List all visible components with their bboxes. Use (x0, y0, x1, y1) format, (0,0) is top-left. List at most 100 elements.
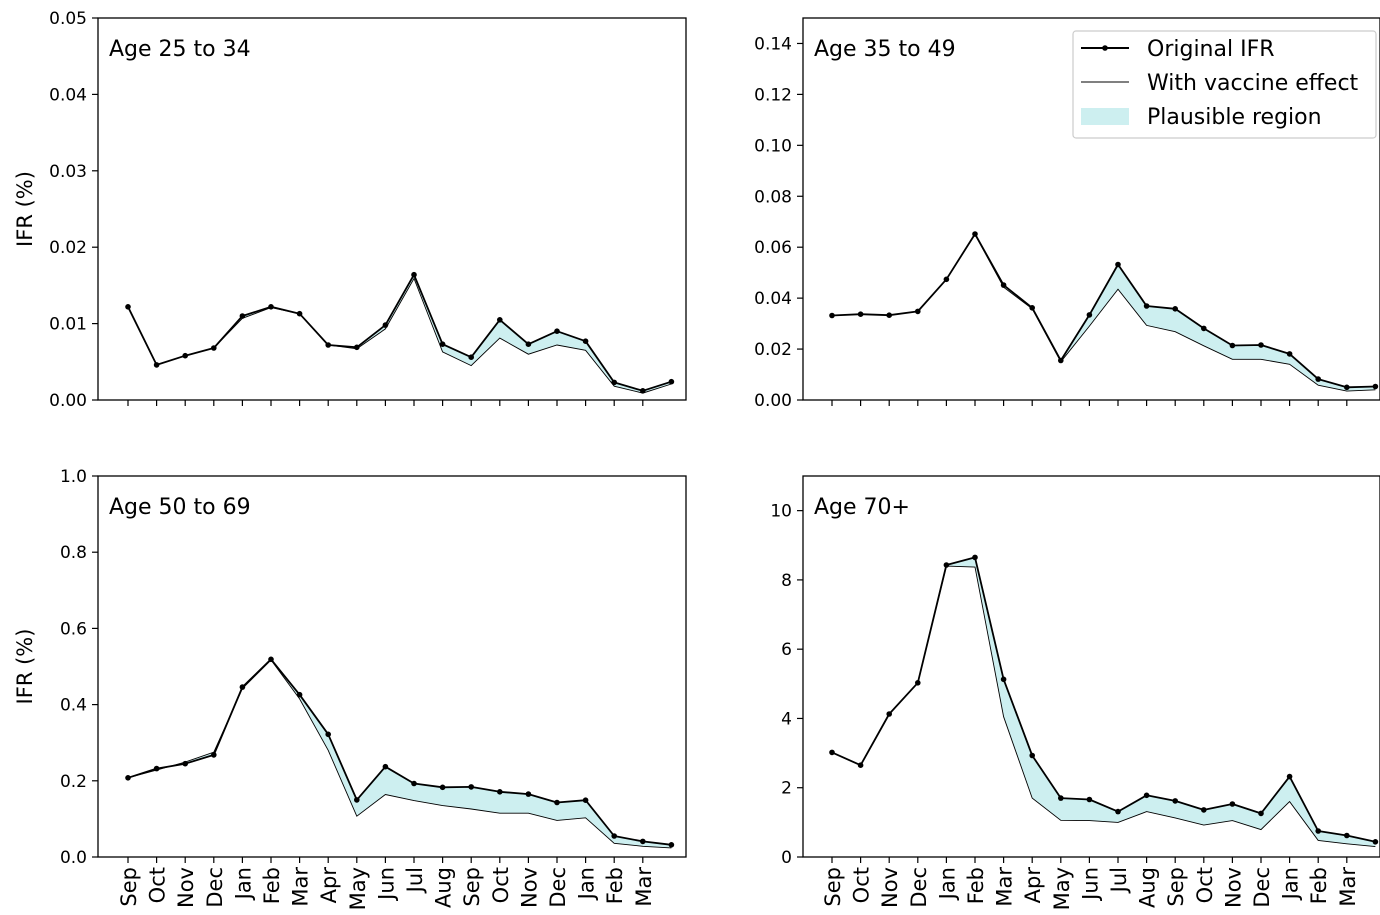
y-tick-label: 0.02 (49, 238, 87, 258)
original-ifr-point (640, 838, 646, 845)
original-ifr-point (468, 354, 475, 361)
original-ifr-point (468, 784, 475, 790)
x-tick-label: Feb (964, 867, 988, 904)
x-tick-label: Oct (489, 867, 513, 903)
plot-frame (802, 475, 1380, 858)
x-tick-label: Mar (632, 867, 656, 907)
original-ifr-point (439, 784, 446, 791)
original-ifr-point (239, 684, 246, 690)
y-tick-label: 0.6 (60, 619, 87, 639)
original-ifr-point (1029, 305, 1035, 311)
y-tick-label: 4 (781, 709, 792, 729)
original-ifr-point (1086, 796, 1093, 803)
y-tick-label: 0.10 (754, 136, 792, 156)
original-ifr-point (1286, 351, 1293, 357)
original-ifr-point (354, 797, 360, 803)
x-tick-label: Oct (1193, 867, 1217, 903)
original-ifr-line (127, 273, 672, 392)
original-ifr-point (325, 342, 332, 348)
original-ifr-point (497, 789, 503, 795)
original-ifr-point (915, 308, 921, 315)
original-ifr-point (125, 775, 131, 781)
plausible-region-area (832, 234, 1376, 392)
x-tick-label: May (346, 867, 370, 910)
x-tick-label: Jan (575, 867, 599, 901)
original-ifr-point (886, 711, 892, 717)
original-ifr-point (153, 765, 160, 772)
x-tick-label: Feb (603, 867, 627, 904)
x-tick-label: Apr (317, 867, 341, 904)
original-ifr-point (182, 352, 188, 359)
original-ifr-point (943, 562, 950, 568)
original-ifr-point (829, 749, 835, 756)
y-tick-label: 0 (781, 848, 792, 868)
x-tick-label: Nov (517, 867, 541, 908)
original-ifr-point (1286, 773, 1293, 780)
panel-title: Age 25 to 34 (109, 37, 251, 62)
original-ifr-point (325, 731, 332, 738)
x-tick-label: Jul (403, 867, 427, 894)
legend-region-label: Plausible region (1147, 105, 1322, 130)
x-tick-label: Sep (117, 867, 141, 907)
original-ifr-point (211, 752, 217, 758)
y-tick-label: 0.03 (49, 162, 87, 182)
original-ifr-point (1000, 676, 1007, 683)
x-tick-label: Dec (546, 867, 570, 908)
original-ifr-point (1229, 801, 1236, 807)
original-ifr-point (1229, 342, 1236, 349)
original-ifr-point (1315, 376, 1321, 382)
original-ifr-point (1201, 807, 1207, 813)
original-ifr-point (1258, 342, 1264, 348)
y-tick-label: 0.04 (754, 289, 792, 309)
original-ifr-point (1258, 810, 1264, 817)
vaccine-effect-line (127, 277, 672, 394)
y-tick-label: 6 (781, 640, 792, 660)
x-tick-label: Jun (1078, 867, 1102, 902)
original-ifr-point (611, 833, 617, 839)
original-ifr-point (943, 276, 950, 283)
x-tick-label: Aug (1136, 867, 1160, 908)
x-tick-label: May (1050, 867, 1074, 910)
original-ifr-point (1143, 303, 1150, 309)
original-ifr-point (382, 322, 389, 328)
original-ifr-point (972, 231, 978, 237)
x-tick-label: Feb (260, 867, 284, 904)
x-tick-label: Nov (1221, 867, 1245, 908)
y-tick-label: 8 (781, 571, 792, 591)
original-ifr-point (857, 762, 864, 768)
y-axis-label: IFR (%) (13, 171, 37, 247)
legend-original-label: Original IFR (1147, 37, 1275, 62)
panel-title: Age 35 to 49 (814, 37, 956, 62)
original-ifr-point (1029, 752, 1035, 759)
original-ifr-line (127, 658, 672, 846)
legend-vaccine-label: With vaccine effect (1147, 71, 1359, 96)
y-tick-label: 2 (781, 779, 792, 799)
original-ifr-point (1315, 828, 1321, 834)
x-tick-label: Jan (1279, 867, 1303, 901)
panel-age-25-to-34: 0.00 0.01 0.02 0.03 0.04 0.05 Age 25 to 34 IFR … (13, 9, 687, 411)
original-ifr-point (1143, 792, 1150, 799)
original-ifr-point (182, 760, 188, 767)
original-ifr-point (153, 362, 160, 368)
original-ifr-point (296, 310, 303, 317)
y-tick-label: 0.2 (60, 772, 87, 792)
original-ifr-point (829, 312, 835, 319)
x-tick-label: Oct (146, 867, 170, 903)
x-tick-label: Jan (231, 867, 255, 901)
original-ifr-point (1058, 795, 1064, 801)
original-ifr-point (525, 791, 532, 797)
x-tick-label: Jun (374, 867, 398, 902)
original-ifr-point (411, 271, 417, 278)
legend-frame (1072, 30, 1377, 139)
original-ifr-point (582, 797, 589, 803)
x-tick-label: Nov (174, 867, 198, 908)
original-ifr-point (1115, 261, 1121, 268)
original-ifr-point (554, 799, 560, 806)
original-ifr-point (972, 554, 978, 561)
x-tick-label: Dec (1250, 867, 1274, 908)
original-ifr-point (268, 656, 274, 663)
original-ifr-point (296, 691, 303, 698)
